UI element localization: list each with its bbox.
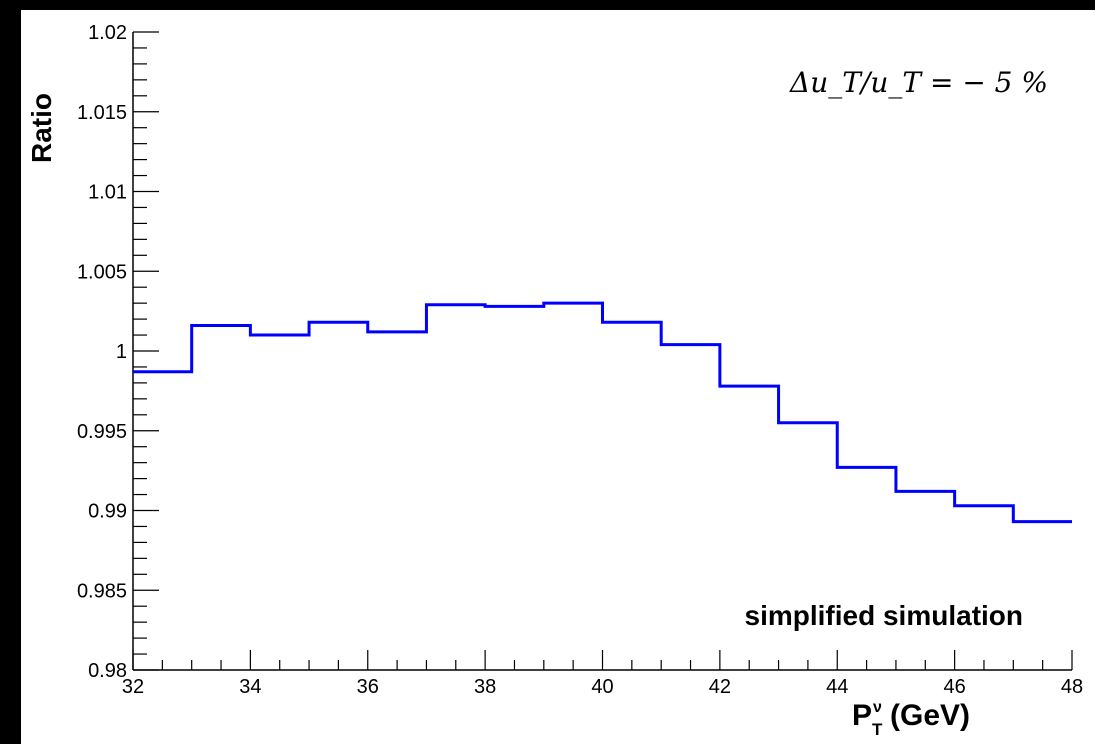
simulation-annotation: simplified simulation: [745, 600, 1023, 631]
y-tick-label: 0.99: [88, 501, 127, 523]
x-axis-title: P T ν (GeV): [852, 699, 970, 739]
x-tick-label: 40: [591, 676, 613, 698]
x-axis-title-sub: T: [872, 720, 883, 739]
ratio-series-line: [133, 301, 1072, 524]
x-tick-label: 42: [709, 676, 731, 698]
y-tick-label: 1: [116, 341, 127, 363]
x-tick-label: 32: [122, 676, 144, 698]
y-tick-label: 1.02: [88, 22, 127, 44]
x-tick-label: 48: [1061, 676, 1083, 698]
x-tick-label: 46: [944, 676, 966, 698]
series-group: [133, 301, 1072, 524]
frame-left: [0, 0, 21, 744]
axes-group: 0.98 0.985 0.99 0.995 1 1.005 1.01 1.015 1.02 32 3…: [77, 22, 1083, 698]
y-axis-title: Ratio: [26, 93, 57, 163]
y-tick-label: 0.985: [77, 580, 127, 602]
formula-annotation: Δu_T/u_T = − 5 %: [789, 66, 1048, 99]
x-tick-label: 44: [826, 676, 848, 698]
x-tick-label: 34: [239, 676, 261, 698]
x-axis-title-unit: (GeV): [890, 699, 970, 732]
x-tick-label: 38: [474, 676, 496, 698]
y-tick-label: 1.005: [77, 261, 127, 283]
y-tick-label: 0.98: [88, 660, 127, 682]
y-tick-label: 1.015: [77, 102, 127, 124]
x-tick-label: 36: [357, 676, 379, 698]
x-axis-title-base: P: [852, 699, 872, 732]
frame-top: [0, 0, 1095, 10]
y-tick-label: 0.995: [77, 421, 127, 443]
x-axis-title-sup: ν: [873, 699, 882, 716]
y-tick-label: 1.01: [88, 182, 127, 204]
